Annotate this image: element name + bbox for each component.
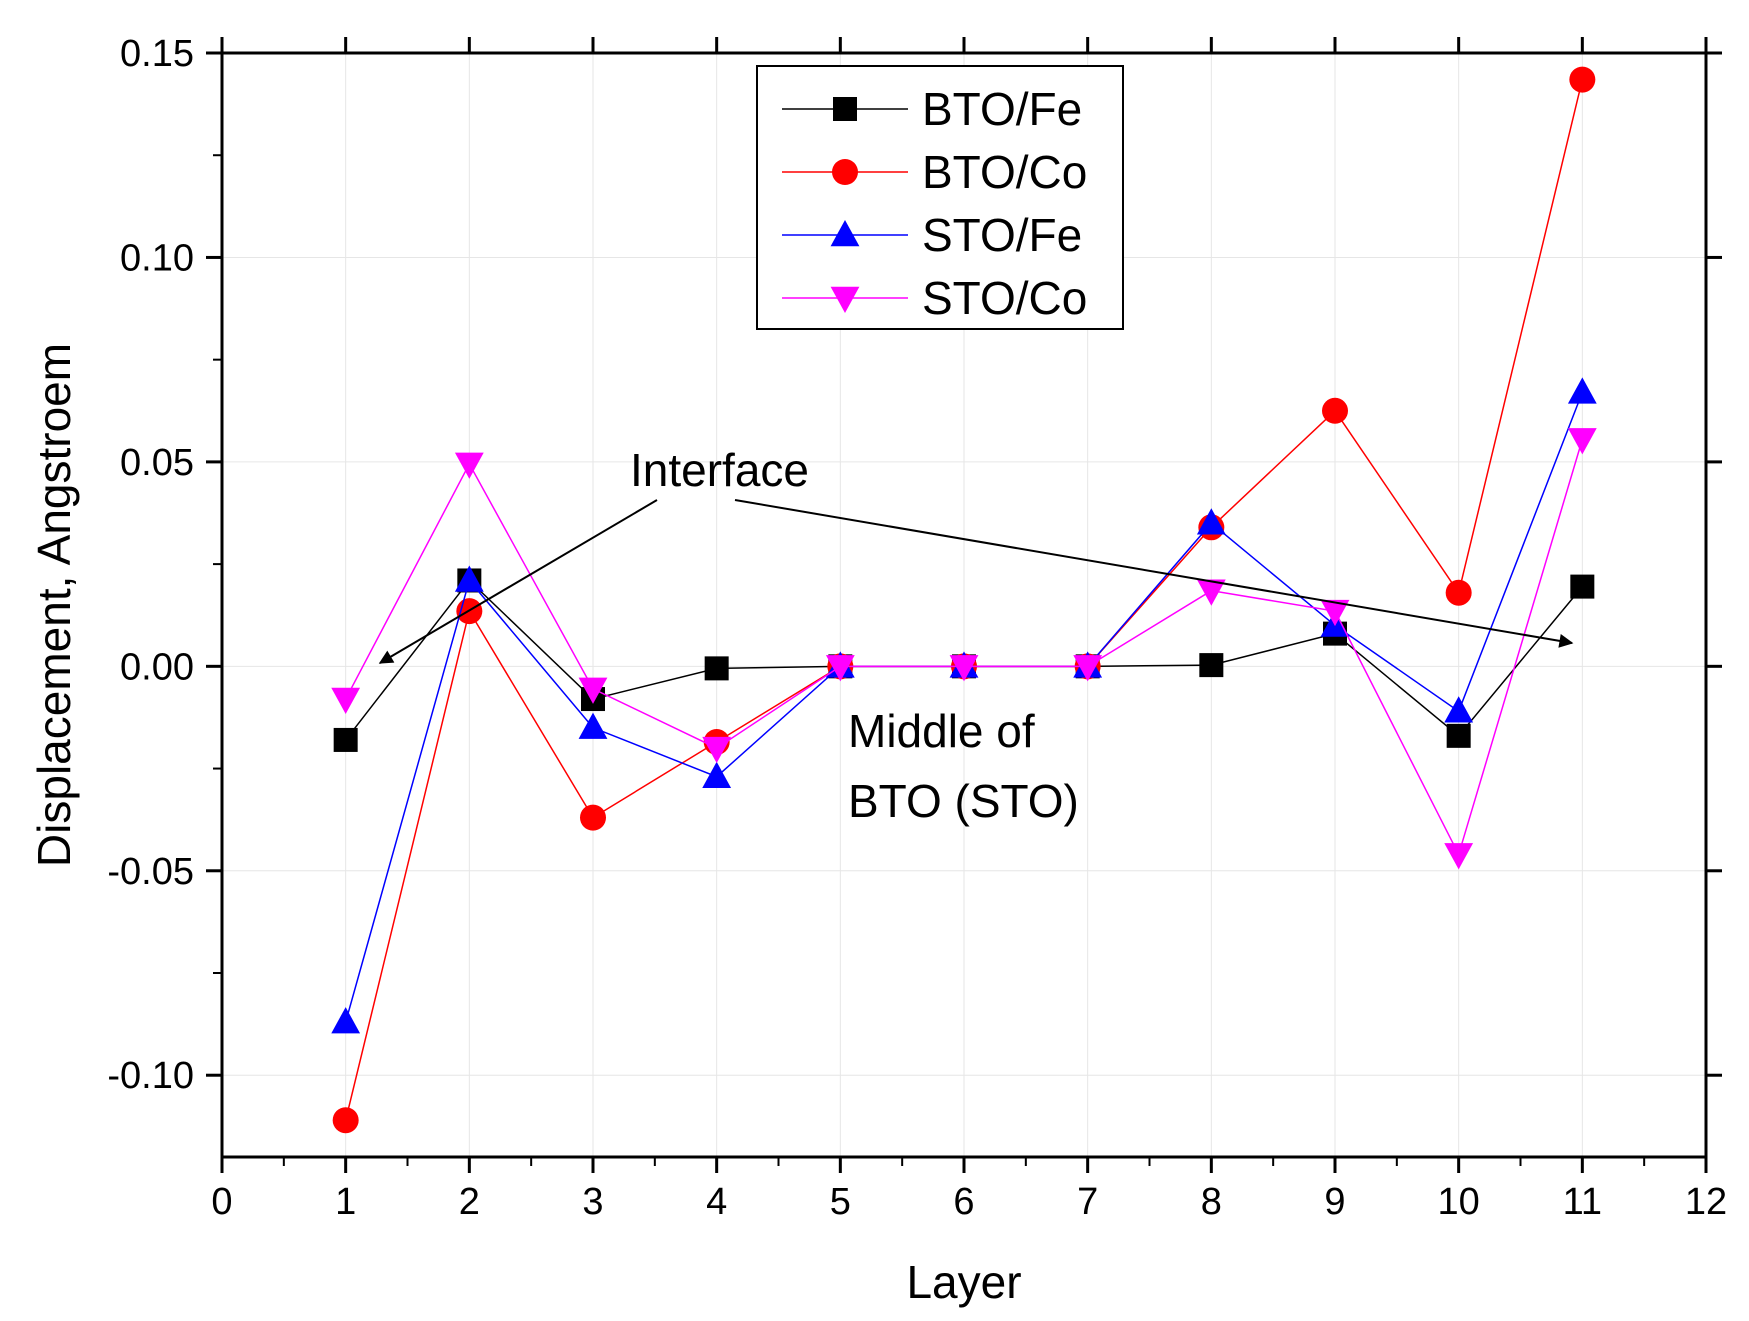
series-sto-co	[331, 428, 1597, 870]
legend-item: STO/Co	[782, 272, 1087, 324]
legend-marker	[830, 286, 860, 313]
data-point	[1196, 508, 1226, 535]
data-point	[1567, 377, 1597, 404]
legend-marker	[830, 220, 860, 247]
x-tick-label: 10	[1438, 1181, 1480, 1223]
y-tick-label: 0.15	[120, 33, 194, 75]
data-point	[454, 452, 484, 479]
data-point	[1569, 66, 1596, 93]
x-tick-label: 4	[706, 1181, 727, 1223]
data-point	[1196, 579, 1226, 606]
interface-arrow-right	[734, 499, 1574, 648]
data-point	[1444, 843, 1474, 870]
y-tick-label: 0.00	[120, 646, 194, 688]
data-point	[1320, 599, 1350, 627]
interface-arrow-left	[378, 499, 658, 664]
data-point	[1322, 397, 1348, 424]
legend-item: BTO/Co	[782, 146, 1087, 198]
middle-annotation-line-2: BTO (STO)	[848, 775, 1079, 827]
series-group	[331, 66, 1597, 1134]
y-tick-label: 0.10	[120, 237, 194, 279]
data-point	[331, 687, 361, 715]
data-point	[1570, 574, 1595, 599]
x-tick-label: 8	[1201, 1181, 1222, 1223]
legend-label: BTO/Co	[922, 146, 1087, 198]
y-tick-label: 0.05	[120, 442, 194, 484]
data-point	[825, 655, 855, 682]
data-point	[578, 677, 608, 704]
data-point	[1445, 579, 1472, 606]
legend-marker	[832, 159, 858, 185]
data-point	[333, 727, 358, 752]
data-point	[332, 1107, 359, 1134]
legend-item: BTO/Fe	[782, 83, 1082, 135]
legend-box	[756, 65, 1124, 330]
interface-annotation: Interface	[630, 444, 809, 496]
axes: 0 1 2 3 4 5 6 7 8 9 10 11 12-0.10-0.050.000.050.100.…	[28, 33, 1727, 1308]
x-tick-label: 1	[335, 1181, 356, 1223]
data-point	[1444, 696, 1474, 723]
x-tick-label: 9	[1324, 1181, 1345, 1223]
y-tick-label: -0.05	[107, 851, 194, 893]
data-point	[1567, 428, 1597, 455]
legend: BTO/Fe BTO/Co STO/Fe STO/Co	[756, 65, 1124, 330]
data-point	[331, 1007, 361, 1034]
legend-label: STO/Fe	[922, 209, 1082, 261]
x-tick-label: 12	[1685, 1181, 1727, 1223]
x-tick-label: 7	[1077, 1181, 1098, 1223]
x-tick-label: 6	[953, 1181, 974, 1223]
y-axis-title: Displacement, Angstroem	[28, 343, 80, 867]
data-point	[580, 804, 606, 831]
data-point	[949, 655, 979, 682]
legend-marker	[833, 97, 857, 121]
x-tick-label: 2	[459, 1181, 480, 1223]
data-point	[704, 656, 729, 681]
legend-label: STO/Co	[922, 272, 1087, 324]
data-point	[702, 736, 732, 764]
data-point	[454, 565, 484, 592]
data-point	[1199, 653, 1224, 678]
legend-label: BTO/Fe	[922, 83, 1082, 135]
data-point	[1073, 655, 1103, 682]
data-point	[1446, 723, 1471, 748]
y-tick-label: -0.10	[107, 1055, 194, 1097]
x-tick-label: 11	[1563, 1181, 1602, 1223]
x-tick-label: 5	[830, 1181, 851, 1223]
middle-annotation-line-1: Middle of	[848, 705, 1035, 757]
x-axis-title: Layer	[906, 1256, 1021, 1308]
legend-item: STO/Fe	[782, 209, 1082, 261]
x-tick-label: 0	[211, 1181, 232, 1223]
annotations: Interface Middle of BTO (STO)	[378, 444, 1574, 827]
data-point	[578, 712, 608, 739]
data-point	[702, 761, 732, 788]
x-tick-label: 3	[582, 1181, 603, 1223]
